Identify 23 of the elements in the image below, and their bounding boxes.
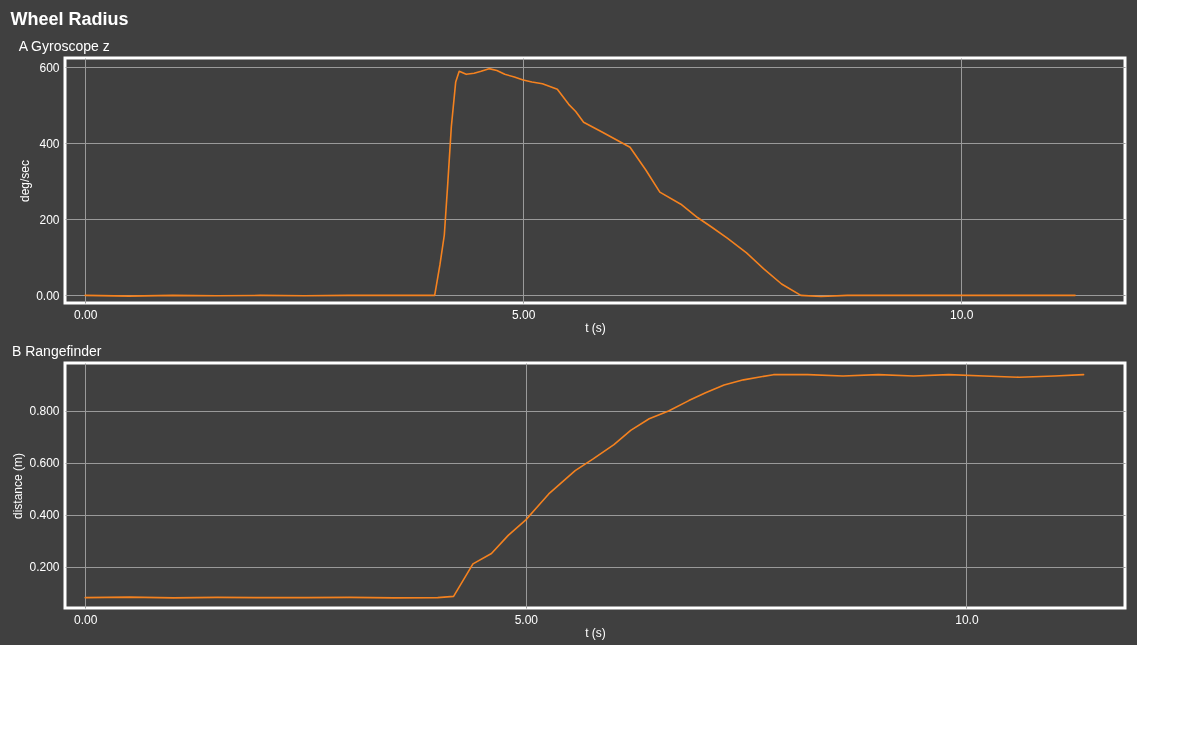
chart-title: Wheel Radius [10,8,129,29]
chart-subtitle: A Gyroscope z [18,38,110,54]
x-tick-label: 5.00 [511,307,536,322]
y-tick-label: 600 [39,61,60,75]
line-series [84,373,1085,599]
y-tick-label: 0.600 [29,456,60,471]
y-axis-title: deg/sec [18,159,33,203]
line-series [84,67,1076,298]
x-tick-label: 5.00 [514,612,539,627]
x-axis-title: t (s) [585,320,606,335]
y-tick-label: 400 [39,136,60,151]
y-tick-label: 0.00 [36,288,60,303]
x-tick-label: 10.0 [955,612,979,627]
y-axis-title: distance (m) [11,452,26,520]
y-tick-label: 0.800 [29,404,60,419]
y-tick-label: 200 [39,212,60,227]
x-axis-title: t (s) [585,625,606,640]
y-tick-label: 0.200 [29,560,60,575]
x-tick-label: 0.00 [74,612,98,627]
x-tick-label: 0.00 [73,307,98,322]
y-tick-label: 0.400 [29,508,60,523]
chart-title: B Rangefinder [11,343,102,359]
x-tick-label: 10.0 [950,307,974,322]
